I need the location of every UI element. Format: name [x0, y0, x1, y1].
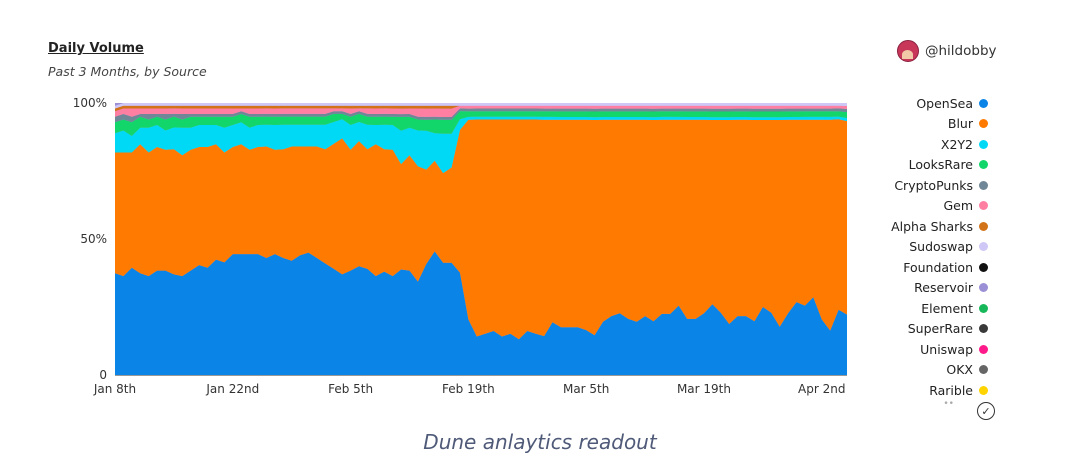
legend-color-dot	[979, 283, 988, 293]
legend-item-x2y2[interactable]: X2Y2	[860, 134, 988, 155]
legend-label: LooksRare	[908, 157, 973, 173]
area-alpha-sharks[interactable]	[115, 105, 847, 112]
y-tick-label: 100%	[73, 96, 107, 110]
legend-label: Uniswap	[920, 341, 973, 357]
caption: Dune anlaytics readout	[423, 430, 657, 454]
legend-color-dot	[979, 98, 988, 108]
author-badge[interactable]: @hildobby	[897, 40, 997, 62]
legend-item-sudoswap[interactable]: Sudoswap	[860, 237, 988, 258]
legend-label: Reservoir	[914, 280, 973, 296]
legend-label: Gem	[943, 198, 973, 214]
legend-color-dot	[979, 242, 988, 252]
legend-label: OpenSea	[916, 95, 973, 111]
legend-label: X2Y2	[940, 136, 973, 152]
legend-color-dot	[979, 201, 988, 211]
chart-subtitle: Past 3 Months, by Source	[48, 64, 207, 79]
chart-legend: OpenSea Blur X2Y2 LooksRare CryptoPunks Gem Al…	[860, 93, 988, 409]
legend-color-dot	[979, 365, 988, 375]
legend-color-dot	[979, 139, 988, 149]
legend-color-dot	[979, 324, 988, 334]
x-tick-label: Jan 22nd	[205, 382, 259, 396]
x-tick-label: Mar 5th	[563, 382, 609, 396]
legend-item-rarible[interactable]: Rarible	[860, 380, 988, 401]
chart-title: Daily Volume	[48, 41, 144, 56]
legend-color-dot	[979, 344, 988, 354]
y-tick-label: 0	[99, 368, 107, 382]
legend-item-blur[interactable]: Blur	[860, 114, 988, 135]
legend-item-gem[interactable]: Gem	[860, 196, 988, 217]
legend-item-cryptopunks[interactable]: CryptoPunks	[860, 175, 988, 196]
legend-label: OKX	[946, 362, 973, 378]
stacked-area-chart: 0 50% 100% Jan 8th Jan 22nd Feb 5th Feb 19th Ma…	[73, 96, 847, 396]
x-tick-label: Feb 5th	[328, 382, 373, 396]
legend-item-looksrare[interactable]: LooksRare	[860, 155, 988, 176]
area-gem[interactable]	[115, 105, 847, 117]
legend-item-alpha-sharks[interactable]: Alpha Sharks	[860, 216, 988, 237]
legend-label: Foundation	[903, 259, 973, 275]
legend-color-dot	[979, 180, 988, 190]
area-cryptopunks[interactable]	[115, 108, 847, 123]
x-tick-label: Apr 2nd	[798, 382, 845, 396]
legend-label: SuperRare	[907, 321, 973, 337]
check-circle-icon[interactable]: ✓	[977, 402, 995, 420]
legend-label: Blur	[947, 116, 973, 132]
area-looksrare[interactable]	[115, 111, 847, 136]
legend-item-element[interactable]: Element	[860, 298, 988, 319]
area-blur[interactable]	[115, 119, 847, 340]
avatar	[897, 40, 919, 62]
legend-color-dot	[979, 385, 988, 395]
author-handle: @hildobby	[925, 43, 997, 59]
x-tick-label: Mar 19th	[677, 382, 731, 396]
legend-color-dot	[979, 262, 988, 272]
legend-label: Rarible	[929, 382, 973, 398]
legend-item-uniswap[interactable]: Uniswap	[860, 339, 988, 360]
legend-label: Sudoswap	[909, 239, 973, 255]
legend-color-dot	[979, 160, 988, 170]
legend-color-dot	[979, 119, 988, 129]
legend-item-reservoir[interactable]: Reservoir	[860, 278, 988, 299]
legend-label: Element	[921, 300, 973, 316]
legend-label: Alpha Sharks	[891, 218, 973, 234]
x-tick-label: Feb 19th	[442, 382, 495, 396]
y-tick-label: 50%	[80, 232, 107, 246]
area-x2y2[interactable]	[115, 116, 847, 174]
area-opensea[interactable]	[115, 251, 847, 375]
area-sudoswap[interactable]	[115, 103, 847, 109]
legend-item-foundation[interactable]: Foundation	[860, 257, 988, 278]
legend-item-superrare[interactable]: SuperRare	[860, 319, 988, 340]
legend-item-opensea[interactable]: OpenSea	[860, 93, 988, 114]
legend-color-dot	[979, 303, 988, 313]
legend-label: CryptoPunks	[894, 177, 973, 193]
legend-color-dot	[979, 221, 988, 231]
legend-overflow-indicator[interactable]: ••	[943, 398, 954, 409]
x-tick-label: Jan 8th	[93, 382, 136, 396]
legend-item-okx[interactable]: OKX	[860, 360, 988, 381]
